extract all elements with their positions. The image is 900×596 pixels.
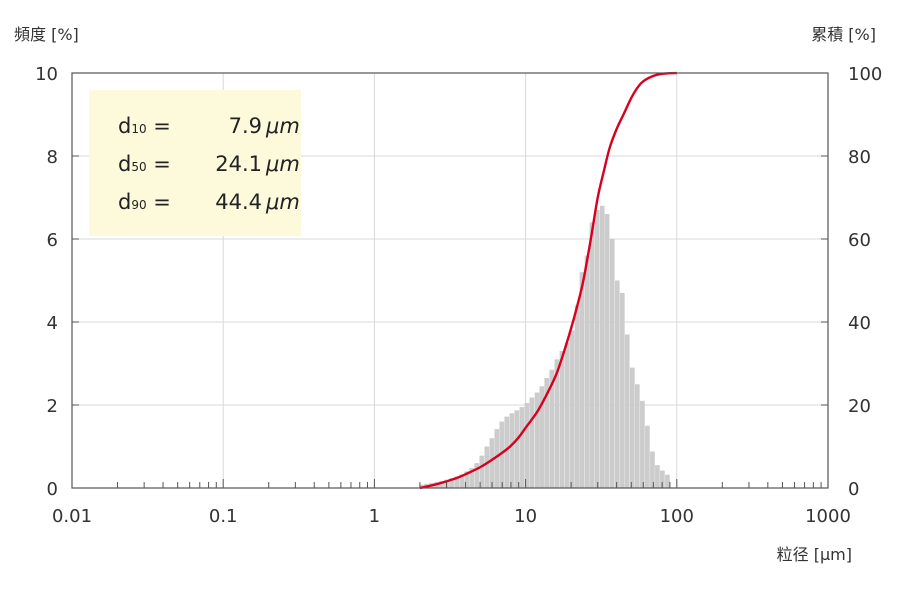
frequency-bar xyxy=(614,280,620,488)
axis-ticks xyxy=(71,72,829,489)
frequency-bar xyxy=(569,330,575,488)
frequency-bar xyxy=(599,205,605,489)
frequency-bars xyxy=(419,205,670,489)
frequency-bar xyxy=(469,468,475,488)
frequency-bar xyxy=(640,400,645,488)
frequency-bar xyxy=(419,484,424,488)
frequency-bar xyxy=(464,471,470,488)
x-tick-label: 10 xyxy=(514,506,537,527)
cumulative-curve xyxy=(419,71,677,490)
y-right-tick-label: 100 xyxy=(848,64,882,85)
y-left-tick-label: 6 xyxy=(47,230,58,251)
frequency-bar xyxy=(650,451,655,488)
cumulative-curve-layer xyxy=(419,71,677,490)
frequency-bar xyxy=(594,209,600,488)
stats-box: d10 = 7.9 μm d50 = 24.1 μm d90 = 44.4 μm xyxy=(89,90,301,236)
frequency-bar xyxy=(619,292,625,488)
frequency-bar xyxy=(655,465,660,488)
y-left-tick-label: 0 xyxy=(47,479,58,500)
stat-d10: d10 = 7.9 μm xyxy=(118,114,300,138)
frequency-bar xyxy=(574,305,580,488)
frequency-bar xyxy=(484,446,490,488)
stat-d50: d50 = 24.1 μm xyxy=(118,152,300,176)
frequency-bar xyxy=(629,367,635,488)
frequency-bar xyxy=(645,425,650,488)
y-right-tick-label: 80 xyxy=(848,147,871,168)
frequency-bar xyxy=(660,470,665,488)
frequency-bar xyxy=(519,407,525,488)
frequency-bar xyxy=(539,386,545,488)
frequency-bar xyxy=(579,272,585,488)
y-left-tick-label: 8 xyxy=(47,147,58,168)
frequency-bar xyxy=(529,397,535,488)
frequency-bar xyxy=(604,214,610,488)
frequency-bar xyxy=(494,429,500,488)
x-tick-label: 1000 xyxy=(805,506,851,527)
y-left-tick-label: 10 xyxy=(35,64,58,85)
stats-box-background xyxy=(89,90,301,236)
frequency-bar xyxy=(514,410,520,488)
x-tick-label: 1 xyxy=(369,506,380,527)
y-right-tick-label: 40 xyxy=(848,313,871,334)
y-left-tick-label: 2 xyxy=(47,396,58,417)
stat-d90: d90 = 44.4 μm xyxy=(118,190,300,214)
frequency-bar xyxy=(559,351,565,488)
y-left-tick-label: 4 xyxy=(47,313,58,334)
frequency-bar xyxy=(634,384,640,488)
frequency-bar xyxy=(504,416,510,488)
y-right-tick-label: 0 xyxy=(848,479,859,500)
frequency-bar xyxy=(509,413,515,488)
frequency-bar xyxy=(449,478,454,488)
x-tick-label: 100 xyxy=(660,506,694,527)
frequency-bar xyxy=(499,421,505,488)
grid-lines xyxy=(72,73,828,488)
frequency-bar xyxy=(584,255,590,488)
y-right-axis-label: 累積 [%] xyxy=(811,25,876,44)
frequency-bar xyxy=(665,474,670,488)
frequency-bar xyxy=(524,402,530,488)
x-tick-label: 0.01 xyxy=(52,506,92,527)
frequency-bar xyxy=(474,463,480,488)
frequency-bar xyxy=(624,334,630,488)
frequency-bar xyxy=(459,474,465,488)
frequency-bar xyxy=(479,455,485,488)
plot-frame xyxy=(71,72,829,489)
frequency-bar xyxy=(549,369,555,488)
frequency-bar xyxy=(589,222,595,488)
frequency-bar xyxy=(439,480,444,488)
y-right-tick-label: 60 xyxy=(848,230,871,251)
frequency-bar xyxy=(544,378,550,488)
y-left-axis-label: 頻度 [%] xyxy=(14,25,79,44)
frequency-bar xyxy=(454,476,460,488)
frequency-bar xyxy=(534,392,540,488)
frequency-bar xyxy=(609,239,615,488)
frequency-bar xyxy=(564,342,570,488)
frequency-bar xyxy=(489,438,495,488)
y-right-tick-label: 20 xyxy=(848,396,871,417)
x-tick-label: 0.1 xyxy=(209,506,238,527)
x-axis-label: 粒径 [μm] xyxy=(777,545,852,564)
frequency-bar xyxy=(554,359,560,488)
